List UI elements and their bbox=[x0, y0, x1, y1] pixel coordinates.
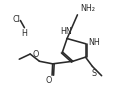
Text: H: H bbox=[21, 29, 27, 38]
Text: NH₂: NH₂ bbox=[80, 4, 95, 13]
Text: Cl: Cl bbox=[13, 15, 21, 24]
Text: O: O bbox=[32, 50, 39, 59]
Text: S: S bbox=[91, 69, 96, 78]
Text: O: O bbox=[46, 76, 52, 85]
Text: NH: NH bbox=[88, 38, 100, 47]
Text: HN: HN bbox=[61, 27, 72, 36]
